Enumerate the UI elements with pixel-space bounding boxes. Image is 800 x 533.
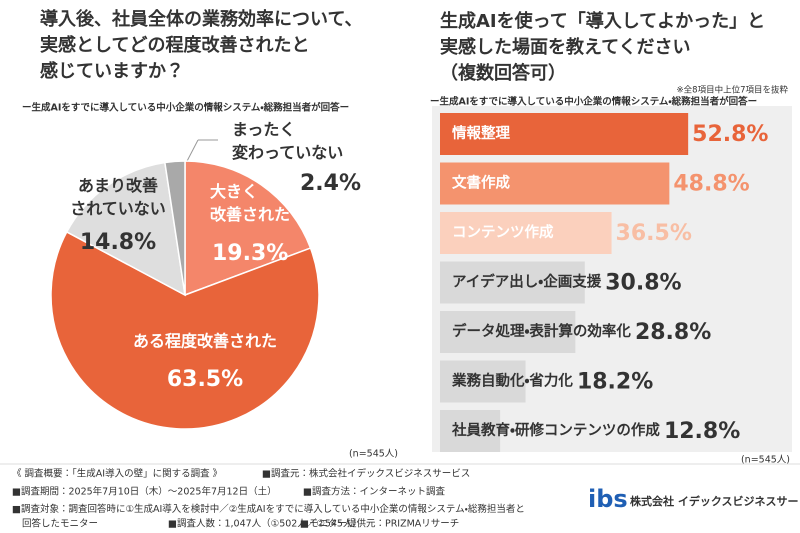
bar-value: 48.8% [673, 172, 749, 197]
footer-source: ■調査元：株式会社イデックスビジネスサービス [262, 468, 470, 480]
slice-value: 63.5% [167, 367, 243, 392]
pie-slice [164, 160, 186, 296]
logo: ibs [588, 485, 628, 513]
bar-value: 28.8% [635, 320, 711, 345]
footer-count: ■調査人数：1,047人（①502人／②545人） [168, 518, 362, 530]
bar-label: 情報整理 [452, 124, 510, 142]
bar-value: 30.8% [605, 271, 681, 296]
bar [440, 410, 501, 452]
pie-slice [50, 230, 320, 430]
slice-label: ある程度改善された [133, 332, 277, 351]
slice-label: まったく変わっていない [232, 120, 343, 162]
bar-value: 36.5% [616, 221, 692, 246]
slice-value: 2.4% [300, 171, 361, 196]
pie-title: 導入後、社員全体の業務効率について、実感としてどの程度改善されたと感じていますか… [40, 8, 363, 82]
slice-value: 14.8% [80, 230, 156, 255]
bar-label: アイデア出し・企画支援 [452, 273, 602, 291]
slice-label: あまり改善されていない [70, 176, 166, 218]
bar-label: 業務自動化・省力化 [451, 372, 573, 390]
footer-provider: ■モニター提供元：PRIZMAリサーチ [300, 518, 459, 530]
bar-value: 18.2% [577, 370, 653, 395]
bar [440, 162, 670, 205]
footer-period: ■調査期間：2025年7月10日（木）～2025年7月12日（土） [12, 486, 277, 498]
pie-subtitle: ー生成AIをすでに導入している中小企業の情報システム・総務担当者が回答ー [22, 102, 349, 114]
company-name: 株式会社 イデックスビジネスサービス [630, 494, 800, 508]
slice-value: 19.3% [212, 241, 288, 266]
bar-label: 文書作成 [452, 174, 510, 192]
pie-slice [65, 161, 186, 297]
bar [440, 360, 526, 403]
footer-summary: 《 調査概要：「生成AI導入の壁」に関する調査 》 [12, 468, 222, 480]
pie-note: (n=545人) [349, 449, 398, 460]
bar [440, 113, 689, 155]
bar-label: コンテンツ作成 [452, 223, 554, 241]
bar-title: 生成AIを使って「導入してよかった」と実感した場面を教えてください（複数回答可） [440, 10, 765, 84]
bar-value: 12.8% [664, 419, 740, 444]
footer-method: ■調査方法：インターネット調査 [303, 486, 445, 498]
slice-label: 大きく改善された [210, 182, 290, 224]
bar-subtitle: ー生成AIをすでに導入している中小企業の情報システム・総務担当者が回答ー [430, 96, 757, 108]
bar [440, 261, 585, 304]
bar-label: データ処理・表計算の効率化 [452, 322, 631, 340]
bar-note: (n=545人) [741, 455, 790, 466]
pie-slice [184, 160, 312, 297]
footer-target: ■調査対象：調査回答時に①生成AI導入を検討中／②生成AIをすでに導入している中… [12, 503, 525, 530]
bar [440, 212, 612, 254]
bar [440, 311, 576, 353]
bar-annotation: ※全8項目中上位7項目を抜粋 [677, 85, 789, 96]
bar-value: 52.8% [692, 122, 768, 147]
bar-label: 社員教育・研修コンテンツの作成 [451, 421, 660, 439]
